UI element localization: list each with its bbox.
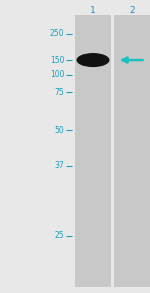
Bar xyxy=(114,15,150,287)
Text: 25: 25 xyxy=(55,231,64,240)
Text: 2: 2 xyxy=(129,6,135,15)
Text: 250: 250 xyxy=(50,29,64,38)
Text: 37: 37 xyxy=(55,161,64,170)
Text: 1: 1 xyxy=(90,6,96,15)
Ellipse shape xyxy=(76,53,110,67)
Text: 100: 100 xyxy=(50,70,64,79)
Text: 75: 75 xyxy=(55,88,64,97)
Bar xyxy=(75,15,111,287)
Text: 150: 150 xyxy=(50,56,64,64)
Text: 50: 50 xyxy=(55,126,64,135)
